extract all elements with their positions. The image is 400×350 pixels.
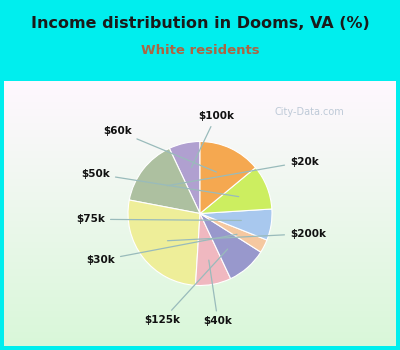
Wedge shape [200,168,272,214]
Wedge shape [200,141,256,214]
Wedge shape [200,209,272,240]
Text: $100k: $100k [192,111,234,167]
Wedge shape [200,214,267,252]
Text: $125k: $125k [144,249,228,325]
Text: Income distribution in Dooms, VA (%): Income distribution in Dooms, VA (%) [31,16,369,31]
Text: $75k: $75k [76,214,241,224]
Wedge shape [169,141,200,214]
Text: $20k: $20k [168,157,319,186]
Wedge shape [128,200,200,285]
Text: White residents: White residents [141,44,259,57]
Text: $200k: $200k [168,229,326,241]
Wedge shape [129,148,200,214]
Text: City-Data.com: City-Data.com [275,107,345,117]
Wedge shape [196,214,231,286]
Text: $30k: $30k [86,234,237,265]
Text: $60k: $60k [103,126,216,172]
Wedge shape [200,214,261,279]
Text: $50k: $50k [81,169,239,197]
Text: $40k: $40k [204,260,232,327]
